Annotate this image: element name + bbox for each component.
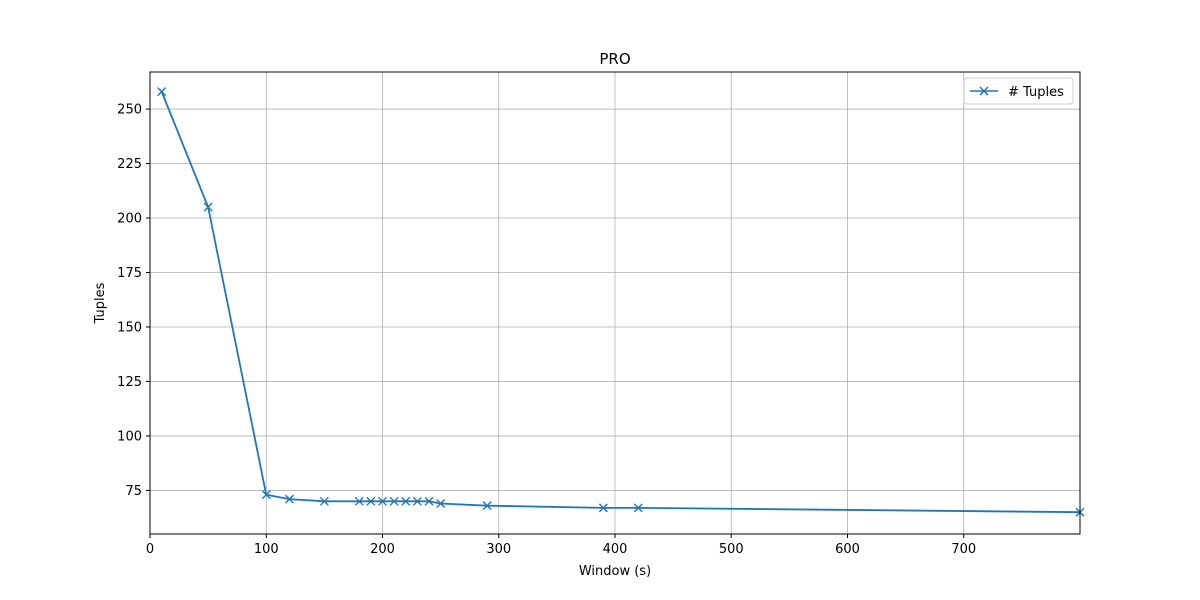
data-point-marker	[633, 503, 643, 513]
data-point-marker	[203, 202, 213, 212]
y-tick-label: 225	[117, 157, 142, 172]
data-point-marker	[412, 496, 422, 506]
y-axis-label: Tuples	[93, 282, 108, 324]
y-tick-label: 150	[117, 320, 142, 335]
data-point-marker	[424, 496, 434, 506]
legend-box	[963, 77, 1074, 105]
x-tick-label: 100	[254, 542, 279, 557]
x-tick-label: 600	[835, 542, 860, 557]
data-point-marker	[157, 87, 167, 97]
x-tick-label: 300	[486, 542, 511, 557]
x-tick-label: 700	[951, 542, 976, 557]
data-point-marker	[401, 496, 411, 506]
y-tick-label: 175	[117, 266, 142, 281]
data-point-marker	[319, 496, 329, 506]
data-point-marker	[285, 494, 294, 504]
data-point-marker	[436, 498, 446, 508]
y-tick-label: 75	[125, 484, 142, 499]
legend-x-marker	[979, 86, 989, 96]
y-tick-label: 125	[117, 375, 142, 390]
ticks: 0 100 200 300 400 500 600 700 75 100 125 150 175 200 2…	[117, 103, 976, 557]
x-tick-label: 200	[370, 542, 395, 557]
legend-label: # Tuples	[1008, 85, 1064, 100]
x-tick-label: 500	[719, 542, 744, 557]
x-axis-label: Window (s)	[579, 564, 651, 579]
x-tick-label: 400	[603, 542, 628, 557]
data-point-marker	[389, 496, 399, 506]
x-tick-label: 0	[146, 542, 154, 557]
chart-title: PRO	[599, 50, 630, 68]
data-point-marker	[366, 496, 376, 506]
y-tick-label: 200	[117, 212, 142, 227]
y-tick-label: 100	[117, 429, 142, 444]
series-layer	[157, 87, 1085, 517]
data-point-marker	[378, 496, 387, 506]
data-point-marker	[354, 496, 364, 506]
data-point-marker	[598, 503, 608, 513]
legend: # Tuples	[963, 77, 1074, 105]
data-point-marker	[261, 490, 271, 500]
y-tick-label: 250	[117, 103, 142, 118]
data-point-marker	[482, 501, 492, 511]
grid	[149, 72, 1080, 534]
